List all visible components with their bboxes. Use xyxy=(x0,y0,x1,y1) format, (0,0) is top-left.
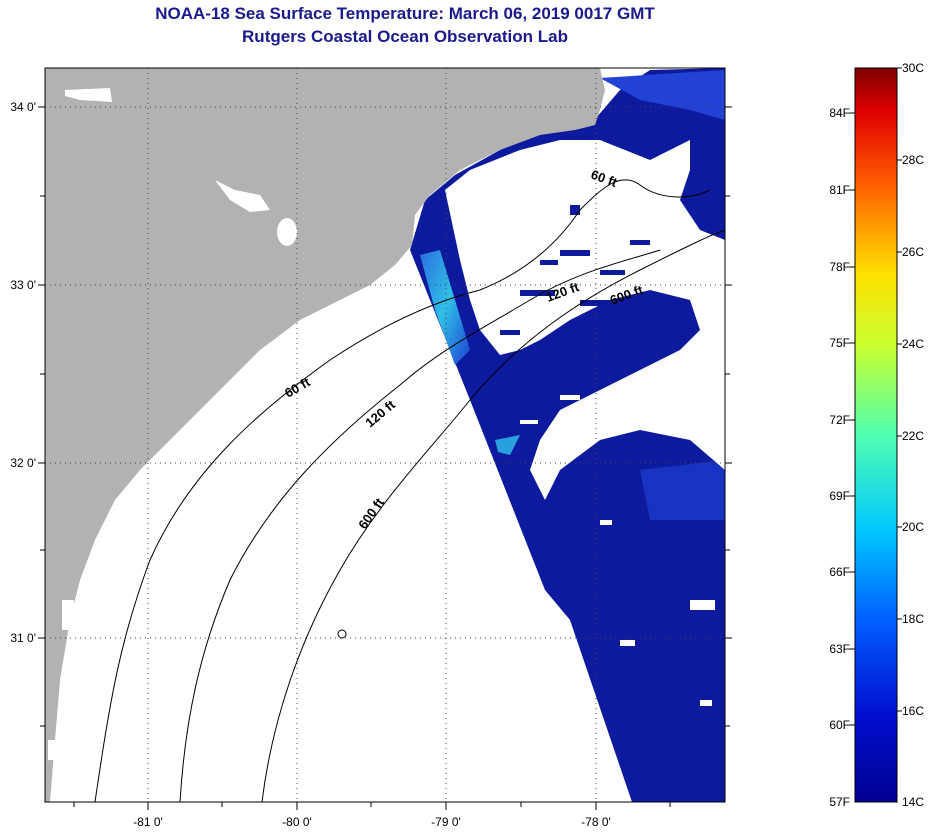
cb-f-57: 57F xyxy=(829,795,850,809)
cb-f-60: 60F xyxy=(829,718,850,732)
contour-600ft-line xyxy=(261,229,725,802)
lon-label-81: -81 0' xyxy=(133,815,163,829)
cb-c-18: 18C xyxy=(902,612,924,626)
inland-water xyxy=(48,88,297,760)
map-title: NOAA-18 Sea Surface Temperature: March 0… xyxy=(155,4,655,23)
lat-label-34: 34 0' xyxy=(10,100,36,114)
sst-patch-right xyxy=(640,460,725,520)
cb-f-84: 84F xyxy=(829,106,850,120)
lat-label-32: 32 0' xyxy=(10,456,36,470)
cloud-specks xyxy=(520,395,715,706)
seamount-contour xyxy=(337,629,347,639)
lat-label-33: 33 0' xyxy=(10,278,36,292)
cb-c-22: 22C xyxy=(902,429,924,443)
cb-f-75: 75F xyxy=(829,336,850,350)
cb-f-66: 66F xyxy=(829,565,850,579)
cb-c-16: 16C xyxy=(902,704,924,718)
contour-120ft-line xyxy=(179,249,661,802)
lon-label-80: -80 0' xyxy=(282,815,312,829)
lat-label-31: 31 0' xyxy=(10,631,36,645)
colorbar-ticks xyxy=(849,67,902,726)
sst-warm-band xyxy=(420,250,470,365)
cb-f-63: 63F xyxy=(829,642,850,656)
lon-label-78: -78 0' xyxy=(581,815,611,829)
cloud-mask-large xyxy=(445,140,725,500)
colorbar: 84F 81F 78F 75F 72F 69F 66F 63F 60F 57F … xyxy=(829,61,924,809)
cb-c-30: 30C xyxy=(902,61,924,75)
cb-f-81: 81F xyxy=(829,183,850,197)
cb-c-26: 26C xyxy=(902,245,924,259)
colorbar-gradient xyxy=(854,67,898,803)
sst-specks xyxy=(500,205,680,335)
cb-c-20: 20C xyxy=(902,520,924,534)
sst-patch-upper xyxy=(600,70,725,120)
contour-60ft-line xyxy=(94,179,711,802)
tick-marks xyxy=(38,106,732,810)
cb-f-78: 78F xyxy=(829,260,850,274)
cb-c-14: 14C xyxy=(902,795,924,809)
map-frame xyxy=(44,67,726,803)
cb-c-28: 28C xyxy=(902,153,924,167)
cb-f-72: 72F xyxy=(829,413,850,427)
map-subtitle: Rutgers Coastal Ocean Observation Lab xyxy=(242,27,568,46)
cb-c-24: 24C xyxy=(902,337,924,351)
map-area: 60 ft 120 ft 600 ft 60 ft 120 ft 600 ft xyxy=(45,68,725,802)
graticule xyxy=(45,68,725,802)
land-mass xyxy=(45,68,605,802)
cb-f-69: 69F xyxy=(829,489,850,503)
lon-label-79: -79 0' xyxy=(431,815,461,829)
sst-warm-spot xyxy=(495,435,520,455)
